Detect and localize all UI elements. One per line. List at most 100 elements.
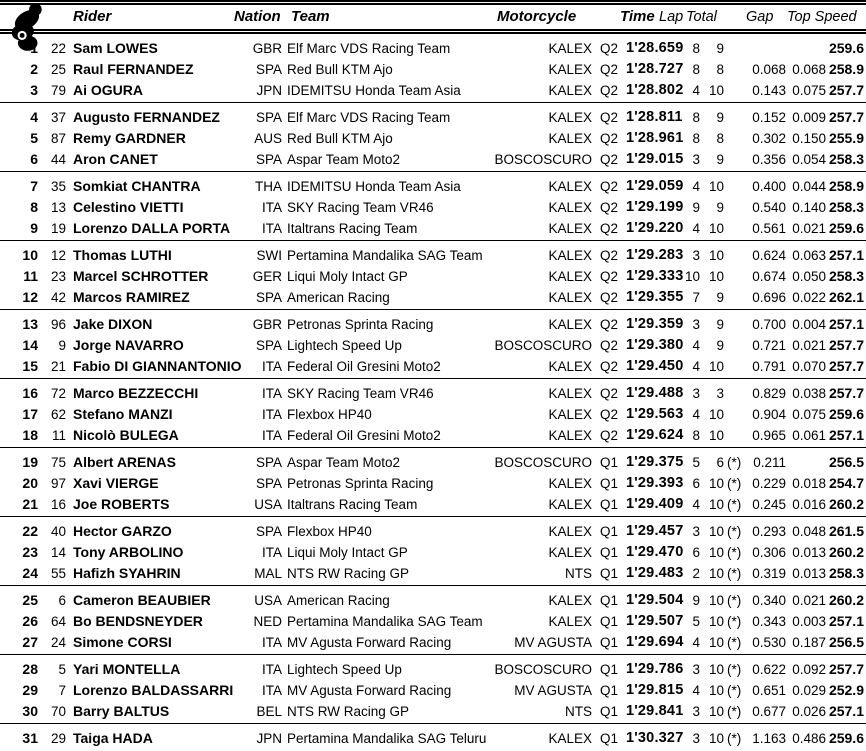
session-cell: Q2 <box>600 200 619 215</box>
gap-to-prev-cell: 0.054 <box>792 152 826 167</box>
gap-to-first-cell: 0.211 <box>753 455 786 470</box>
table-row: 26 64 Bo BENDSNEYDER NED Pertamina Manda… <box>0 611 866 632</box>
table-row: 15 21 Fabio DI GIANNANTONIO ITA Federal … <box>0 356 866 377</box>
lap-cell: 9 <box>692 593 700 608</box>
rider-number-cell: 25 <box>50 62 66 77</box>
position-cell: 14 <box>22 337 38 353</box>
gap-to-prev-cell: 0.022 <box>792 290 826 305</box>
lap-cell: 4 <box>692 338 700 353</box>
rider-number-cell: 22 <box>50 41 66 56</box>
time-cell: 1'29.015 <box>626 151 684 167</box>
session-cell: Q2 <box>600 152 619 167</box>
rider-name-cell: Yari MONTELLA <box>73 661 181 677</box>
table-row: 4 37 Augusto FERNANDEZ SPA Elf Marc VDS … <box>0 107 866 128</box>
rider-name-cell: Augusto FERNANDEZ <box>73 109 220 125</box>
q1-marker-cell: (*) <box>727 704 742 719</box>
position-cell: 28 <box>22 661 38 677</box>
nation-cell: SPA <box>255 476 282 491</box>
motorcycle-cell: NTS <box>565 704 592 719</box>
motorcycle-cell: BOSCOSCURO <box>494 662 592 677</box>
total-laps-cell: 3 <box>716 386 724 401</box>
top-speed-cell: 258.3 <box>828 565 864 581</box>
column-header-nation: Nation <box>234 8 281 25</box>
lap-cell: 3 <box>692 662 700 677</box>
gap-to-first-cell: 0.904 <box>752 407 786 422</box>
position-cell: 18 <box>22 427 38 443</box>
q1-marker-cell: (*) <box>727 614 742 629</box>
gap-to-prev-cell: 0.013 <box>792 566 826 581</box>
q1-marker-cell: (*) <box>727 662 742 677</box>
lap-cell: 3 <box>692 524 700 539</box>
session-cell: Q2 <box>600 41 619 56</box>
table-header: Rider Nation Team Motorcycle Time Lap To… <box>0 0 866 51</box>
total-laps-cell: 9 <box>716 200 724 215</box>
motorcycle-cell: KALEX <box>548 428 592 443</box>
lap-cell: 3 <box>692 386 700 401</box>
position-cell: 3 <box>30 82 38 98</box>
nation-cell: ITA <box>262 662 282 677</box>
nation-cell: SPA <box>255 455 282 470</box>
motorcycle-cell: KALEX <box>548 731 592 746</box>
q1-marker-cell: (*) <box>727 455 742 470</box>
time-cell: 1'29.483 <box>626 565 684 581</box>
session-cell: Q1 <box>600 683 619 698</box>
gap-to-first-cell: 0.340 <box>752 593 786 608</box>
table-row: 1 22 Sam LOWES GBR Elf Marc VDS Racing T… <box>0 38 866 59</box>
total-laps-cell: 10 <box>708 476 724 491</box>
gap-to-first-cell: 0.561 <box>752 221 786 236</box>
nation-cell: SPA <box>255 338 282 353</box>
team-cell: Flexbox HP40 <box>287 407 372 422</box>
table-row: 9 19 Lorenzo DALLA PORTA ITA Italtrans R… <box>0 218 866 239</box>
rider-number-cell: 6 <box>58 593 66 608</box>
total-laps-cell: 9 <box>716 110 724 125</box>
lap-cell: 4 <box>692 407 700 422</box>
team-cell: Red Bull KTM Ajo <box>287 131 393 146</box>
total-laps-cell: 10 <box>708 269 724 284</box>
gap-to-first-cell: 0.829 <box>752 386 786 401</box>
q1-marker-cell: (*) <box>727 683 742 698</box>
team-cell: NTS RW Racing GP <box>287 704 410 719</box>
nation-cell: ITA <box>262 359 282 374</box>
rider-number-cell: 14 <box>50 545 66 560</box>
row-group: 7 35 Somkiat CHANTRA THA IDEMITSU Honda … <box>0 172 866 241</box>
top-speed-cell: 258.3 <box>828 199 864 215</box>
rider-number-cell: 12 <box>50 248 66 263</box>
time-cell: 1'30.327 <box>626 730 684 746</box>
top-speed-cell: 259.6 <box>828 220 864 236</box>
total-laps-cell: 10 <box>708 635 724 650</box>
rider-name-cell: Lorenzo BALDASSARRI <box>73 682 234 698</box>
time-cell: 1'29.841 <box>626 703 684 719</box>
rider-number-cell: 16 <box>50 497 66 512</box>
gap-to-prev-cell: 0.061 <box>792 428 826 443</box>
lap-cell: 3 <box>692 152 700 167</box>
session-cell: Q2 <box>600 248 619 263</box>
rider-number-cell: 62 <box>50 407 66 422</box>
nation-cell: GER <box>252 269 282 284</box>
row-group: 10 12 Thomas LUTHI SWI Pertamina Mandali… <box>0 241 866 310</box>
total-laps-cell: 10 <box>708 545 724 560</box>
position-cell: 6 <box>30 151 38 167</box>
rider-name-cell: Stefano MANZI <box>73 406 173 422</box>
time-cell: 1'29.815 <box>626 682 684 698</box>
rider-name-cell: Remy GARDNER <box>73 130 186 146</box>
nation-cell: GBR <box>252 317 282 332</box>
gap-to-prev-cell: 0.187 <box>792 635 826 650</box>
nation-cell: SPA <box>255 110 282 125</box>
nation-cell: BEL <box>256 704 282 719</box>
motorcycle-cell: KALEX <box>548 317 592 332</box>
column-header-motorcycle: Motorcycle <box>497 8 577 25</box>
session-cell: Q1 <box>600 731 619 746</box>
top-speed-cell: 257.1 <box>828 247 864 263</box>
motorcycle-cell: KALEX <box>548 614 592 629</box>
nation-cell: JPN <box>256 731 282 746</box>
rider-number-cell: 29 <box>50 731 66 746</box>
gap-to-first-cell: 0.700 <box>752 317 786 332</box>
time-cell: 1'29.059 <box>626 178 684 194</box>
nation-cell: SWI <box>256 248 283 263</box>
position-cell: 25 <box>22 592 38 608</box>
session-cell: Q1 <box>600 545 619 560</box>
total-laps-cell: 10 <box>708 683 724 698</box>
table-row: 14 9 Jorge NAVARRO SPA Lightech Speed Up… <box>0 335 866 356</box>
rider-number-cell: 42 <box>50 290 66 305</box>
time-cell: 1'29.375 <box>626 454 684 470</box>
